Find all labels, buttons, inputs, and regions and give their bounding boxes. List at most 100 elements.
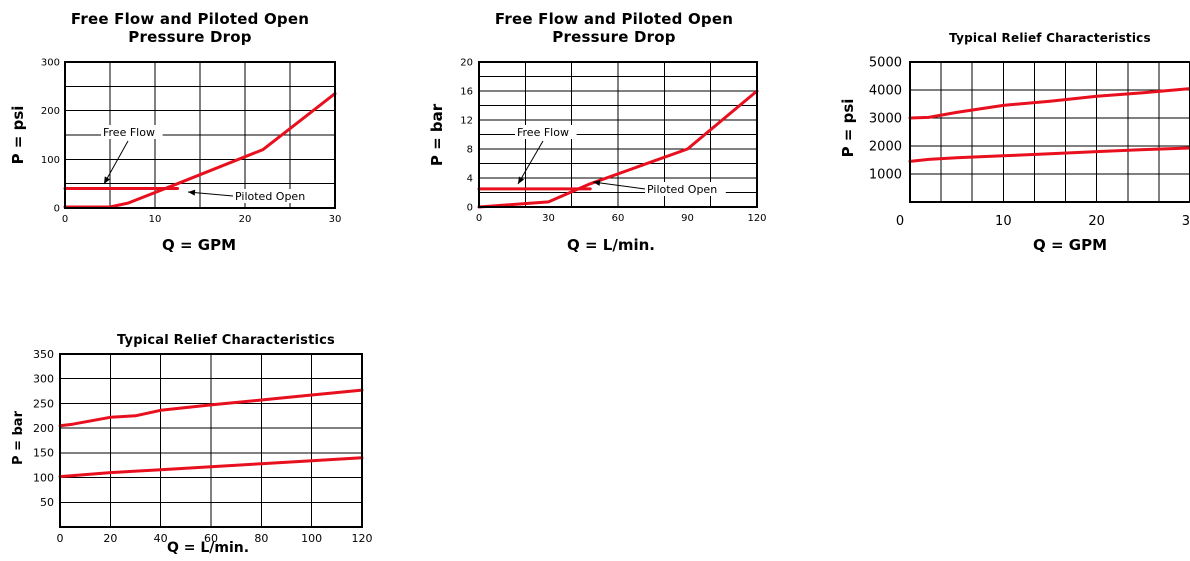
title-group: Typical Relief Characteristics [949, 31, 1151, 45]
y-tick-label: 350 [33, 348, 54, 361]
series [58, 388, 364, 479]
y-tick-label: 0 [54, 204, 60, 215]
x-tick-label: 20 [1088, 214, 1105, 229]
x-axis-label: Q = GPM [1033, 236, 1107, 254]
x-tick-label: 120 [352, 532, 373, 545]
y-tick-label: 300 [33, 373, 54, 386]
x-tick-label: 60 [204, 532, 218, 545]
series-line-series-2 [58, 456, 364, 479]
title-group: Typical Relief Characteristics [117, 333, 335, 348]
y-tick-label: 200 [41, 106, 60, 117]
y-tick-label: 250 [33, 397, 54, 410]
y-axis-label: P = bar [428, 103, 446, 166]
chart-title-line-1: Free Flow and Piloted Open [71, 10, 309, 28]
x-tick-label: 30 [1182, 214, 1190, 229]
annotations: Free Flow Piloted Open [515, 125, 726, 196]
annotation-label: Free Flow [517, 126, 569, 139]
x-tick-label: 40 [154, 532, 168, 545]
y-tick-label: 16 [460, 87, 473, 98]
chart-title-line-2: Pressure Drop [128, 28, 251, 46]
tick-labels: 0 10 20 30 1000 2000 3000 4000 5000 [869, 56, 1190, 229]
series [477, 89, 759, 209]
annotation-arrowhead [593, 179, 601, 186]
plot-frame [478, 61, 758, 208]
chart-title: Typical Relief Characteristics [949, 31, 1151, 45]
chart-title-line-2: Pressure Drop [552, 28, 675, 46]
title-group: Free Flow and Piloted Open Pressure Drop [71, 10, 309, 46]
x-tick-label: 80 [254, 532, 268, 545]
y-tick-label: 150 [33, 447, 54, 460]
x-tick-label: 0 [62, 214, 68, 225]
annotation-label-background [101, 125, 163, 139]
tick-labels: 0 30 60 90 120 0 4 8 12 16 20 [460, 58, 766, 225]
x-axis-label: Q = L/min. [167, 540, 249, 556]
x-tick-label: 60 [612, 213, 625, 224]
series [908, 87, 1190, 163]
series-line-series-1 [908, 87, 1190, 120]
y-tick-label: 100 [33, 471, 54, 484]
title-group: Free Flow and Piloted Open Pressure Drop [495, 10, 733, 46]
chart-pressure-drop-lpm: Free Flow and Piloted Open Pressure Drop… [428, 10, 767, 254]
x-axis-label: Q = L/min. [567, 236, 655, 254]
y-tick-label: 8 [467, 145, 473, 156]
y-tick-label: 200 [33, 422, 54, 435]
y-tick-label: 4 [467, 174, 473, 185]
annotation-leader-line [517, 140, 544, 185]
annotation-leader-line [187, 191, 234, 197]
chart-title: Typical Relief Characteristics [117, 333, 335, 348]
chart-title-line-1: Free Flow and Piloted Open [495, 10, 733, 28]
chart-relief-lpm: Typical Relief Characteristics P = bar Q… [11, 333, 373, 556]
x-tick-label: 10 [995, 214, 1012, 229]
annotation-label: Free Flow [103, 126, 155, 139]
y-tick-label: 300 [41, 58, 60, 69]
grid [65, 62, 335, 208]
y-axis-label: P = bar [11, 410, 26, 465]
y-tick-label: 0 [467, 203, 473, 214]
tick-labels: 0 20 40 60 80 100 120 50 100 150 200 250 300 350 [33, 348, 373, 545]
x-tick-label: 20 [103, 532, 117, 545]
x-tick-label: 120 [747, 213, 766, 224]
y-tick-label: 1000 [869, 168, 902, 183]
chart-relief-gpm: Typical Relief Characteristics P = psi Q… [839, 31, 1190, 254]
x-tick-label: 10 [149, 214, 162, 225]
annotation-label-background [515, 125, 577, 139]
y-tick-label: 3000 [869, 112, 902, 127]
x-tick-label: 90 [681, 213, 694, 224]
annotation-arrowhead [518, 176, 525, 184]
x-tick-label: 100 [301, 532, 322, 545]
annotation-leader-line [592, 181, 646, 190]
grid [910, 62, 1190, 202]
x-tick-label: 0 [57, 532, 64, 545]
chart-pressure-drop-gpm: Free Flow and Piloted Open Pressure Drop… [9, 10, 341, 254]
series-line-series-2 [908, 146, 1190, 163]
grid [60, 354, 362, 527]
annotation-label: Piloted Open [647, 183, 717, 196]
annotation-label-background [645, 182, 726, 196]
y-tick-label: 20 [460, 58, 473, 69]
x-tick-label: 0 [896, 214, 904, 229]
x-tick-label: 20 [239, 214, 252, 225]
y-tick-label: 12 [460, 116, 473, 127]
y-axis-label: P = psi [839, 99, 857, 158]
y-axis-label: P = psi [9, 106, 27, 165]
annotation-arrowhead [104, 176, 111, 184]
annotation-arrowhead [188, 189, 196, 196]
y-tick-label: 50 [40, 496, 54, 509]
annotation-label-background [233, 189, 314, 203]
plot-frame [59, 353, 363, 528]
y-tick-label: 4000 [869, 84, 902, 99]
y-tick-label: 2000 [869, 140, 902, 155]
y-tick-label: 5000 [869, 56, 902, 71]
x-tick-label: 0 [476, 213, 482, 224]
annotation-label: Piloted Open [235, 190, 305, 203]
series-line-piloted-open [477, 89, 759, 209]
y-tick-label: 100 [41, 155, 60, 166]
plot-frame [64, 61, 336, 209]
plot-frame [909, 61, 1190, 203]
x-axis-label: Q = GPM [162, 236, 236, 254]
x-tick-label: 30 [329, 214, 342, 225]
series-line-series-1 [58, 388, 364, 428]
annotation-leader-line [103, 140, 129, 185]
annotations: Free Flow Piloted Open [101, 125, 314, 203]
